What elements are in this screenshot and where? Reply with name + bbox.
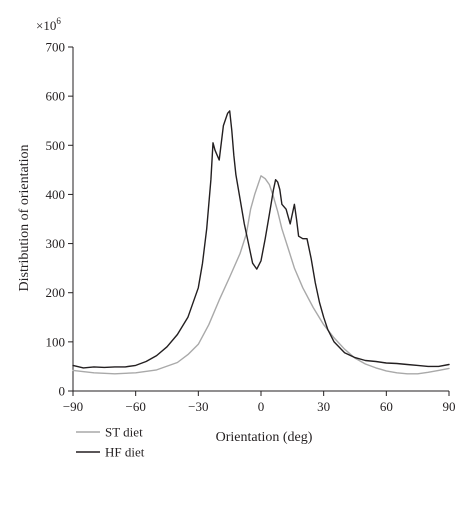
y-tick-label: 0 bbox=[59, 384, 66, 399]
series-layer bbox=[72, 110, 450, 375]
y-tick-label: 500 bbox=[46, 138, 66, 153]
x-tick-label: 0 bbox=[258, 399, 265, 414]
x-tick-label: −30 bbox=[188, 399, 208, 414]
y-tick-label: 600 bbox=[46, 89, 66, 104]
x-tick-label: −90 bbox=[63, 399, 83, 414]
x-tick-label: 60 bbox=[380, 399, 393, 414]
y-tick-label: 400 bbox=[46, 187, 66, 202]
y-tick-label: 100 bbox=[46, 334, 66, 349]
x-axis-title: Orientation (deg) bbox=[216, 430, 313, 445]
legend: ST diet HF diet bbox=[76, 425, 145, 460]
series-line-hf-diet bbox=[72, 110, 450, 369]
y-multiplier-label: ×106 bbox=[36, 16, 61, 33]
axes bbox=[72, 47, 449, 392]
axis-ticks: 0 100 200 300 400 500 600 700 −90 −60 −30 0 30 60 90 bbox=[46, 40, 456, 415]
y-multiplier-exponent: 6 bbox=[56, 16, 61, 26]
y-tick-label: 300 bbox=[46, 236, 66, 251]
x-tick-label: 30 bbox=[317, 399, 330, 414]
legend-label-hf-diet: HF diet bbox=[105, 445, 145, 460]
x-tick-label: −60 bbox=[125, 399, 145, 414]
y-tick-label: 700 bbox=[46, 40, 66, 55]
x-tick-label: 90 bbox=[443, 399, 456, 414]
y-axis-title: Distribution of orientation bbox=[17, 145, 32, 292]
series-line-st-diet bbox=[72, 175, 450, 375]
legend-label-st-diet: ST diet bbox=[105, 425, 143, 440]
y-tick-label: 200 bbox=[46, 285, 66, 300]
